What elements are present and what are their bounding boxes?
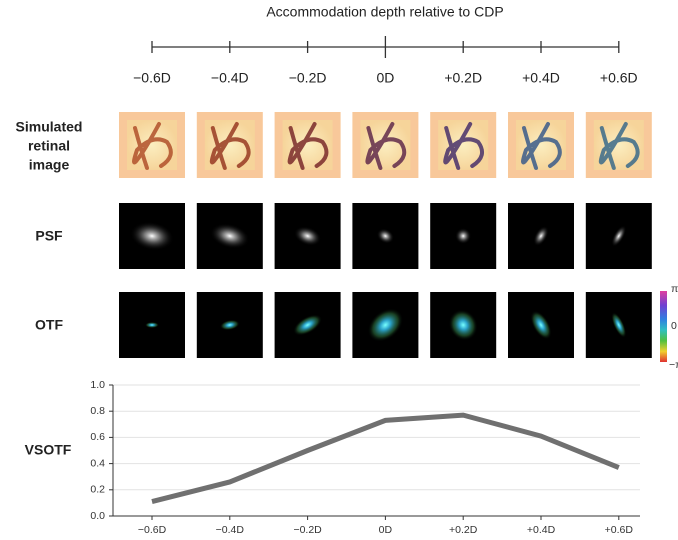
otf-blob — [530, 310, 552, 340]
retinal-glyph — [209, 122, 251, 170]
x-tick-label: +0.6D — [605, 524, 634, 536]
psf-blob — [130, 221, 174, 251]
x-tick-label: −0.2D — [293, 524, 322, 536]
otf-blob — [611, 312, 627, 338]
depth-axis-label: +0.2D — [444, 70, 482, 86]
row-label: Simulated — [16, 119, 83, 135]
psf-blob — [455, 228, 472, 244]
depth-axis-label: +0.6D — [600, 70, 638, 86]
y-axis-title: VSOTF — [25, 442, 72, 458]
y-tick-label: 0.2 — [90, 484, 105, 496]
y-tick-label: 1.0 — [90, 379, 105, 391]
psf-blob — [210, 223, 250, 249]
otf-blob — [448, 309, 478, 341]
colorbar-label: 0 — [671, 320, 677, 332]
retinal-glyph — [521, 122, 562, 170]
y-tick-label: 0.0 — [90, 510, 105, 522]
psf-blob — [376, 228, 394, 244]
x-tick-label: 0D — [379, 524, 393, 536]
x-tick-label: +0.4D — [527, 524, 556, 536]
colorbar-label: π — [671, 283, 678, 295]
retinal-glyph — [132, 122, 173, 170]
otf-blob — [219, 319, 240, 331]
otf-blob — [367, 308, 404, 342]
x-tick-label: +0.2D — [449, 524, 478, 536]
retinal-glyph — [365, 122, 407, 170]
depth-axis-label: −0.6D — [133, 70, 171, 86]
x-tick-label: −0.6D — [138, 524, 167, 536]
psf-blob — [294, 226, 322, 246]
line-series — [151, 412, 620, 505]
retinal-glyph — [287, 122, 329, 170]
psf-blob — [533, 226, 549, 246]
otf-blob — [145, 322, 159, 328]
x-tick-label: −0.4D — [216, 524, 245, 536]
depth-axis-label: −0.2D — [289, 70, 327, 86]
retinal-glyph — [598, 122, 640, 170]
colorbar — [660, 291, 667, 362]
y-tick-label: 0.4 — [90, 457, 105, 469]
otf-blob — [293, 314, 323, 336]
y-tick-label: 0.6 — [90, 431, 105, 443]
row-label: PSF — [35, 228, 63, 244]
row-label: retinal — [28, 138, 70, 154]
depth-axis-label: −0.4D — [211, 70, 249, 86]
depth-axis-label: +0.4D — [522, 70, 560, 86]
retinal-glyph — [443, 122, 485, 170]
psf-blob — [611, 225, 627, 247]
row-label: image — [29, 157, 70, 173]
row-label: OTF — [35, 317, 63, 333]
axis-title: Accommodation depth relative to CDP — [266, 4, 503, 20]
y-tick-label: 0.8 — [90, 405, 105, 417]
depth-axis-label: 0D — [376, 70, 394, 86]
colorbar-label: −π — [669, 359, 678, 371]
